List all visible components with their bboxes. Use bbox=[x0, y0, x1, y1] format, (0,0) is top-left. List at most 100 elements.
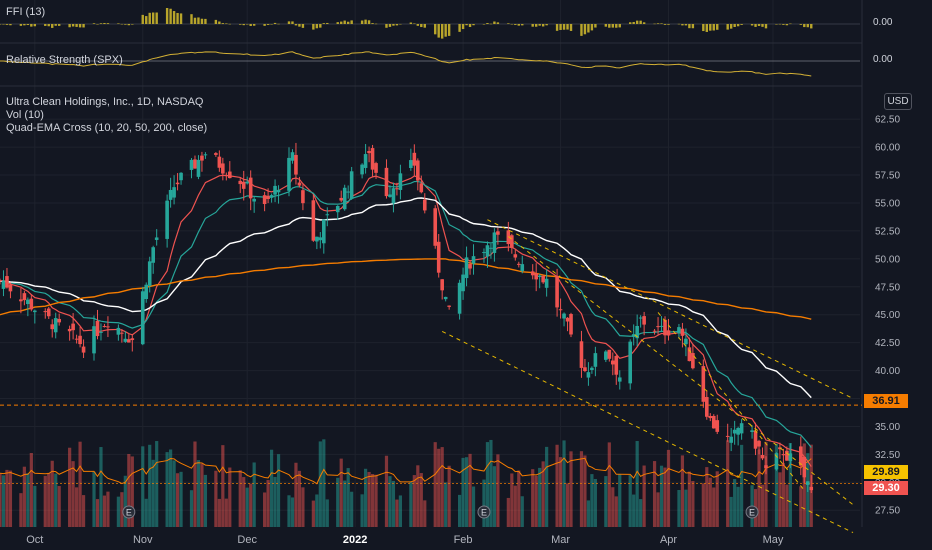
candle-body bbox=[715, 420, 720, 432]
candle-body bbox=[464, 257, 469, 279]
volume-bar bbox=[558, 457, 563, 527]
volume-bar bbox=[565, 483, 570, 527]
volume-bar bbox=[398, 495, 403, 527]
candle-body bbox=[729, 436, 733, 443]
candle-body bbox=[590, 367, 594, 371]
ffi-bar bbox=[681, 24, 684, 26]
volume-bar bbox=[196, 460, 201, 527]
volume-bar bbox=[729, 496, 733, 527]
candle-body bbox=[144, 284, 149, 300]
volume-bar bbox=[419, 473, 423, 527]
ffi-bar bbox=[312, 24, 315, 30]
ffi-bar bbox=[120, 23, 124, 25]
candle-body bbox=[273, 185, 277, 195]
volume-bar bbox=[360, 494, 364, 527]
vol-indicator-label: Vol (10) bbox=[6, 109, 44, 121]
candle-body bbox=[120, 332, 124, 334]
candle-body bbox=[638, 317, 643, 319]
ffi-bar bbox=[580, 24, 583, 36]
ffi-bar bbox=[782, 24, 785, 25]
candle-body bbox=[398, 173, 403, 190]
volume-bar bbox=[242, 477, 246, 527]
earnings-marker-label: E bbox=[481, 508, 487, 518]
volume-bar bbox=[78, 441, 82, 527]
ffi-bar bbox=[301, 24, 305, 28]
candle-body bbox=[461, 274, 465, 292]
volume-bar bbox=[440, 447, 444, 527]
volume-bar bbox=[802, 443, 806, 527]
candle-body bbox=[555, 275, 559, 308]
volume-bar bbox=[189, 490, 194, 527]
ffi-bar bbox=[750, 24, 754, 26]
ffi-bar bbox=[96, 24, 99, 25]
y-tick-label: 60.00 bbox=[875, 143, 900, 154]
volume-bar bbox=[165, 452, 169, 527]
time-axis[interactable]: Oct Nov Dec 2022 Feb Mar Apr May bbox=[26, 534, 784, 546]
volume-bar bbox=[367, 471, 371, 527]
ffi-bar bbox=[559, 24, 562, 30]
horizontal-level[interactable] bbox=[0, 404, 862, 485]
candle-body bbox=[530, 271, 535, 276]
candle-body bbox=[245, 181, 250, 184]
ffi-bar bbox=[583, 24, 587, 35]
candle-body bbox=[510, 235, 514, 248]
candle-body bbox=[788, 453, 793, 462]
candle-body bbox=[92, 326, 96, 354]
ffi-bar bbox=[350, 20, 353, 24]
x-tick-label: Apr bbox=[660, 534, 677, 546]
volume-bar bbox=[315, 494, 319, 527]
candle-body bbox=[71, 323, 75, 331]
ffi-bar bbox=[360, 20, 364, 24]
volume-bar bbox=[172, 460, 176, 527]
candle-body bbox=[753, 430, 758, 449]
volume-bar bbox=[54, 473, 58, 527]
volume-bar bbox=[607, 442, 611, 527]
candle-body bbox=[482, 252, 486, 254]
ffi-bar bbox=[684, 24, 688, 26]
trendlines[interactable] bbox=[441, 219, 854, 534]
candle-body bbox=[266, 195, 270, 200]
volume-bar bbox=[123, 475, 127, 527]
price-axis[interactable]: 27.5030.0032.5035.0037.5040.0042.5045.00… bbox=[875, 115, 900, 517]
ffi-bar bbox=[496, 22, 500, 24]
volume-bars bbox=[0, 439, 813, 527]
ffi-bar bbox=[413, 23, 416, 24]
volume-bar bbox=[444, 482, 448, 527]
volume-bar bbox=[374, 474, 378, 527]
ffi-pane bbox=[0, 8, 860, 39]
volume-bar bbox=[99, 447, 103, 527]
candle-body bbox=[384, 167, 389, 197]
volume-bar bbox=[252, 462, 256, 527]
volume-bar bbox=[437, 448, 441, 527]
candle-body bbox=[8, 284, 13, 292]
ffi-bar bbox=[618, 24, 621, 28]
volume-bar bbox=[701, 483, 705, 527]
ffi-bar bbox=[409, 22, 413, 24]
volume-bar bbox=[290, 497, 295, 527]
candle-body bbox=[642, 316, 646, 325]
ffi-bar bbox=[615, 24, 618, 28]
ffi-value-label: 0.00 bbox=[873, 17, 893, 28]
ffi-bar bbox=[635, 20, 639, 24]
ffi-bar bbox=[688, 24, 691, 29]
ffi-bar bbox=[179, 13, 183, 24]
candle-body bbox=[26, 299, 30, 305]
ffi-bar bbox=[733, 24, 736, 28]
currency-button[interactable]: USD bbox=[884, 93, 912, 110]
ffi-bar bbox=[374, 23, 378, 25]
ffi-bar bbox=[531, 24, 534, 27]
volume-bar bbox=[513, 485, 517, 527]
volume-bar bbox=[130, 456, 134, 527]
candle-body bbox=[196, 159, 201, 177]
candle-body bbox=[1, 281, 6, 289]
ffi-bar bbox=[388, 24, 392, 27]
volume-bar bbox=[764, 441, 768, 527]
candle-body bbox=[586, 372, 591, 378]
ffi-bar bbox=[447, 24, 451, 36]
volume-bar bbox=[680, 455, 685, 527]
rs-legend: Relative Strength (SPX) bbox=[6, 54, 123, 67]
volume-bar bbox=[614, 496, 618, 527]
candle-body bbox=[802, 456, 807, 478]
